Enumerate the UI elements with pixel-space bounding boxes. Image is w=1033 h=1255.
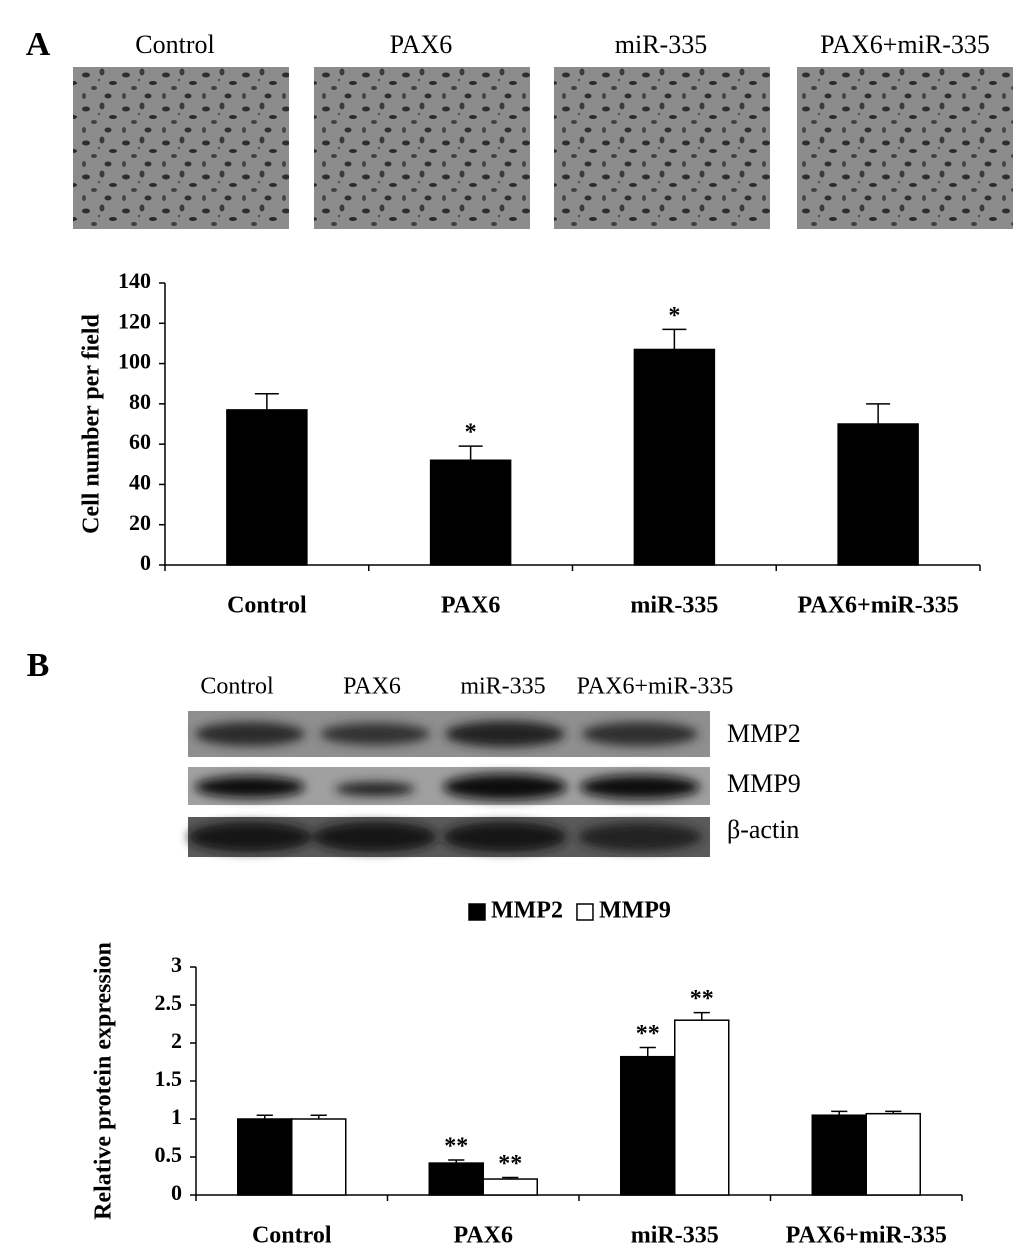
image-label: PAX6+miR-335	[820, 30, 990, 59]
x-tick-label: Control	[252, 1223, 332, 1249]
blot-band	[443, 822, 567, 852]
y-tick-label: 60	[129, 429, 151, 454]
y-tick-label: 80	[129, 389, 151, 414]
error-bar	[831, 1110, 848, 1116]
blot-band	[320, 723, 430, 745]
error-bar	[254, 393, 279, 410]
micrographs: Control PAX6 miR-335 PAX6+miR-335	[73, 30, 1013, 229]
legend-swatch	[468, 903, 486, 921]
y-axis-label: Cell number per field	[79, 313, 105, 533]
y-tick-label: 2	[171, 1028, 182, 1053]
blot-band	[443, 774, 567, 800]
bar	[291, 1118, 347, 1196]
x-tick-label: miR-335	[630, 593, 718, 619]
bar	[620, 1055, 676, 1196]
y-axis-label: Relative protein expression	[91, 942, 117, 1220]
bar	[811, 1114, 867, 1196]
y-tick-label: 40	[129, 469, 151, 494]
blot-band	[313, 822, 437, 852]
bar	[633, 348, 716, 566]
image-label: Control	[135, 30, 214, 59]
row-label: β-actin	[727, 815, 799, 844]
micrograph	[554, 67, 770, 229]
bar	[482, 1178, 538, 1196]
blot-band	[582, 722, 698, 746]
y-tick-label: 1	[171, 1104, 182, 1129]
y-tick-label: 0	[171, 1180, 182, 1205]
error-bar	[885, 1110, 902, 1114]
x-tick-label: PAX6	[441, 593, 501, 619]
error-bar	[693, 1011, 710, 1021]
western-blot: Control PAX6 miR-335 PAX6+miR-335 MMP2 M…	[188, 674, 801, 857]
blot-band	[188, 822, 312, 852]
blot-band	[195, 722, 305, 746]
error-bar	[662, 328, 687, 350]
micrograph	[314, 67, 530, 229]
y-tick-label: 120	[118, 308, 151, 333]
significance-label: **	[636, 1021, 660, 1047]
x-tick-label: miR-335	[631, 1223, 719, 1249]
panel-label: A	[26, 26, 51, 63]
error-bar	[256, 1114, 273, 1119]
legend-swatch	[576, 903, 594, 921]
row-label: MMP9	[727, 769, 801, 798]
error-bar	[448, 1159, 465, 1164]
bar	[237, 1118, 293, 1196]
lane-label: Control	[200, 674, 274, 700]
x-tick-label: PAX6+miR-335	[786, 1223, 947, 1249]
lane-label: PAX6+miR-335	[577, 674, 734, 700]
x-tick-label: Control	[227, 593, 307, 619]
significance-label: **	[690, 986, 714, 1012]
y-tick-label: 100	[118, 349, 151, 374]
bar	[865, 1112, 921, 1196]
blot-band	[580, 775, 700, 799]
y-tick-label: 1.5	[155, 1066, 183, 1091]
error-bar	[458, 445, 483, 461]
y-tick-label: 0.5	[155, 1142, 183, 1167]
error-bar	[866, 403, 891, 424]
significance-label: **	[444, 1134, 468, 1160]
bar	[226, 409, 308, 566]
bar	[674, 1019, 730, 1196]
bar	[429, 459, 512, 566]
legend-label: MMP2	[491, 898, 563, 924]
error-bar	[639, 1046, 656, 1057]
bar	[428, 1162, 484, 1196]
significance-label: *	[465, 420, 477, 446]
panel-label: B	[27, 647, 50, 684]
y-tick-label: 0	[140, 550, 151, 575]
y-tick-label: 2.5	[155, 990, 183, 1015]
micrograph	[797, 67, 1013, 229]
blot-band	[195, 776, 305, 798]
blot-band	[335, 782, 415, 796]
significance-label: *	[668, 303, 680, 329]
legend-label: MMP9	[599, 898, 671, 924]
error-bar	[310, 1114, 327, 1119]
y-tick-label: 20	[129, 510, 151, 535]
image-label: PAX6	[390, 30, 453, 59]
lane-label: miR-335	[460, 674, 545, 700]
significance-label: **	[498, 1151, 522, 1177]
x-tick-label: PAX6	[453, 1223, 513, 1249]
y-tick-label: 3	[171, 952, 182, 977]
bar	[837, 423, 919, 566]
row-label: MMP2	[727, 719, 801, 748]
error-bar	[502, 1176, 519, 1180]
y-tick-label: 140	[118, 268, 151, 293]
micrograph	[73, 67, 289, 229]
blot-band	[578, 823, 702, 851]
image-label: miR-335	[615, 30, 707, 59]
x-tick-label: PAX6+miR-335	[798, 593, 959, 619]
lane-label: PAX6	[343, 674, 401, 700]
blot-band	[445, 721, 565, 747]
